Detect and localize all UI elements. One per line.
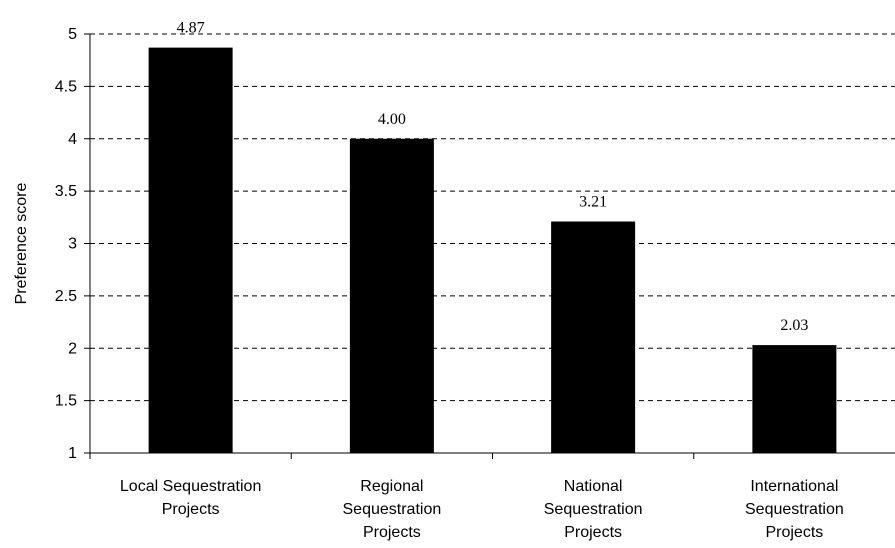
bar (148, 47, 233, 454)
bar (551, 221, 636, 453)
category-label-line: Projects (363, 524, 421, 541)
data-label: 3.21 (579, 194, 607, 211)
y-tick-label: 2 (68, 340, 77, 357)
category-label-line: Local Sequestration (120, 478, 261, 495)
category-label-line: Regional (360, 478, 423, 495)
category-label-line: National (564, 478, 623, 495)
y-tick-label: 4.5 (55, 78, 77, 95)
bars (148, 47, 837, 454)
y-tick-label: 5 (68, 26, 77, 43)
y-tick-label: 1 (68, 445, 77, 462)
x-ticks (89, 453, 695, 459)
y-tick-label: 4 (68, 131, 77, 148)
category-label: Regional Sequestration Projects (343, 478, 442, 541)
data-labels: 4.87 4.00 3.21 2.03 (177, 20, 809, 334)
category-label-line: Sequestration (343, 501, 442, 518)
category-label-line: Projects (765, 524, 823, 541)
y-tick-label: 3 (68, 236, 77, 253)
y-tick-label: 1.5 (55, 393, 77, 410)
data-label: 4.00 (378, 111, 406, 128)
category-label-line: Sequestration (544, 501, 643, 518)
y-ticks: 1 1.5 2 2.5 3 3.5 4 4.5 5 (55, 26, 90, 462)
y-tick-label: 2.5 (55, 288, 77, 305)
data-label: 2.03 (780, 317, 808, 334)
category-label: Local Sequestration Projects (120, 478, 261, 518)
category-label-line: International (750, 478, 838, 495)
category-label-line: Projects (162, 501, 220, 518)
y-axis-title: Preference score (13, 182, 30, 304)
y-tick-label: 3.5 (55, 183, 77, 200)
category-label-line: Sequestration (745, 501, 844, 518)
category-label: National Sequestration Projects (544, 478, 643, 541)
data-label: 4.87 (177, 20, 205, 37)
bar (349, 138, 434, 453)
category-labels: Local Sequestration Projects Regional Seque… (120, 478, 844, 541)
category-label-line: Projects (564, 524, 622, 541)
bar (752, 345, 837, 453)
category-label: International Sequestration Projects (745, 478, 844, 541)
